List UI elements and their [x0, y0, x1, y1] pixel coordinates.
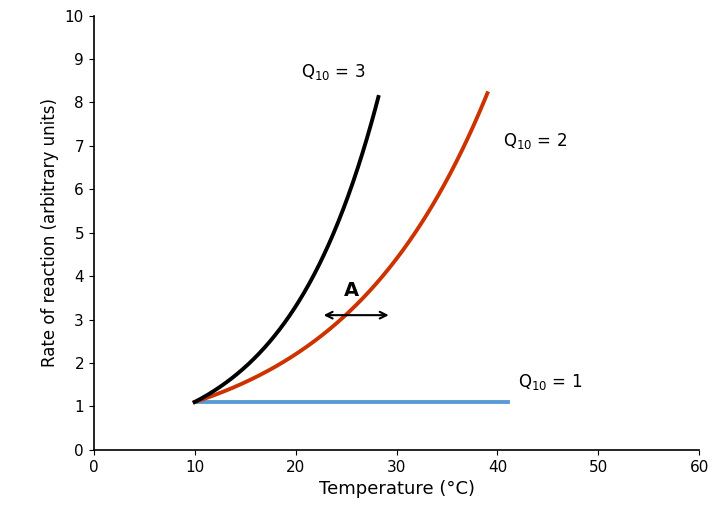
Text: Q$_{10}$ = 1: Q$_{10}$ = 1 [518, 372, 582, 392]
X-axis label: Temperature (°C): Temperature (°C) [319, 480, 474, 498]
Text: Q$_{10}$ = 3: Q$_{10}$ = 3 [301, 62, 365, 82]
Text: A: A [344, 281, 358, 300]
Text: Q$_{10}$ = 2: Q$_{10}$ = 2 [503, 131, 567, 151]
Y-axis label: Rate of reaction (arbitrary units): Rate of reaction (arbitrary units) [41, 98, 59, 367]
